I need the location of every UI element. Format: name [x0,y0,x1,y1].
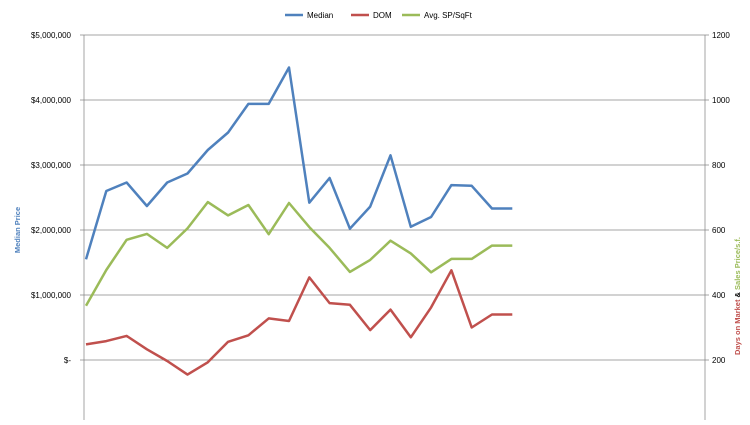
left-tick-label: $1,000,000 [31,291,72,300]
right-tick-label: 600 [712,226,726,235]
right-tick-label: 400 [712,291,726,300]
right-tick-label: 800 [712,161,726,170]
left-tick-label: $3,000,000 [31,161,72,170]
legend-label-median: Median [307,11,333,20]
left-tick-label: $4,000,000 [31,96,72,105]
right-axis-title-part: Days on Market [733,299,742,355]
right-axis-title-part: & [733,290,742,300]
left-tick-label: $5,000,000 [31,31,72,40]
right-axis-title: Days on Market & Sales Price/s.f. [733,237,742,355]
axes: $- $1,000,000 $2,000,000 $3,000,000 $4,000,0… [31,31,730,420]
gridlines [84,34,705,361]
legend: Median DOM Avg. SP/SqFt [285,11,473,20]
right-axis-title-part: Sales Price/s.f. [733,237,742,290]
series-lines [84,66,513,376]
right-tick-label: 1000 [712,96,730,105]
left-tick-label: $2,000,000 [31,226,72,235]
series-line-avg-sp-sqft [84,200,513,307]
series-line-dom [85,269,513,376]
left-axis-title: Median Price [13,207,22,253]
right-tick-label: 1200 [712,31,730,40]
left-tick-label: $- [64,356,71,365]
legend-label-dom: DOM [373,11,392,20]
series-line-median [84,66,513,260]
right-tick-label: 200 [712,356,726,365]
legend-label-avg-sp-sqft: Avg. SP/SqFt [424,11,473,20]
